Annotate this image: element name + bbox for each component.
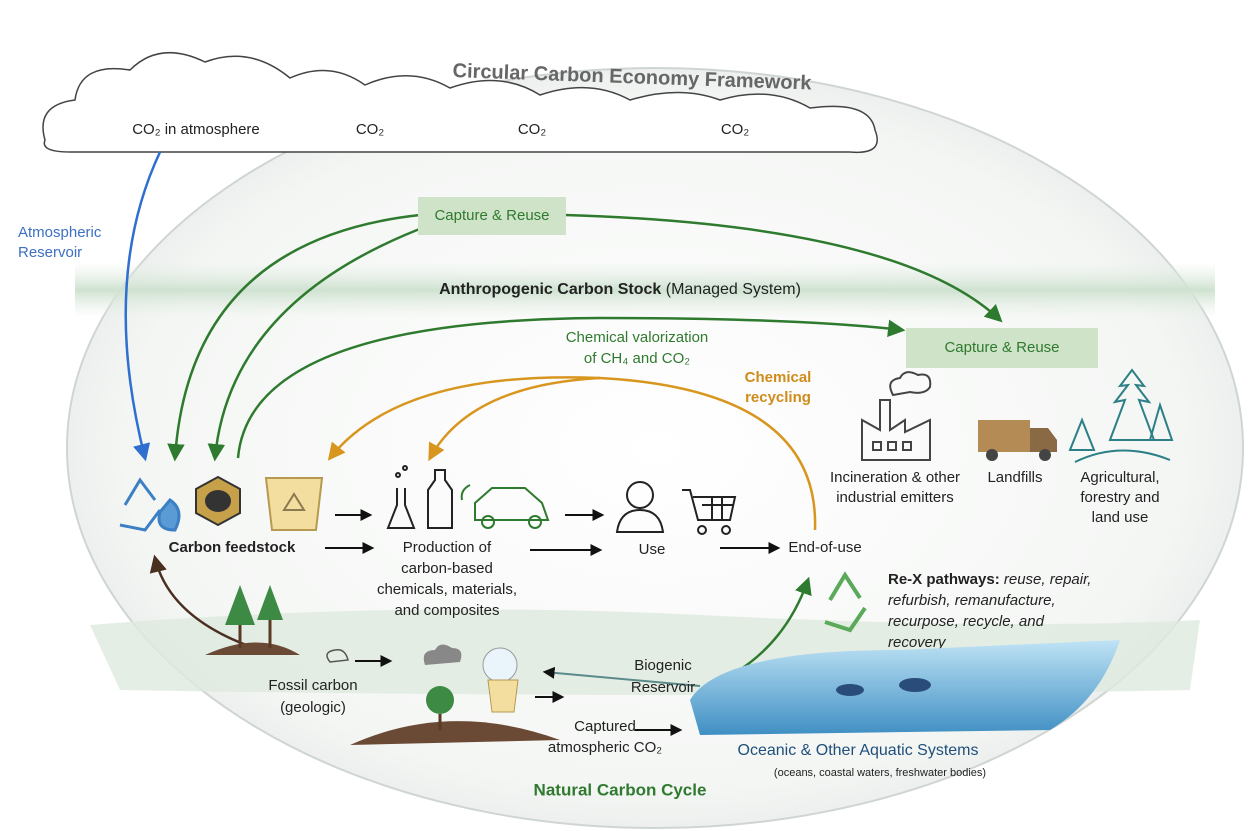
recycling-label: recycling [745, 389, 811, 406]
captured-label: Captured [574, 718, 636, 735]
soil-trees-part [483, 648, 517, 682]
emitter-label: forestry and [1080, 489, 1159, 506]
coal-lump [205, 490, 231, 512]
oceanic-subtitle: (oceans, coastal waters, freshwater bodi… [774, 767, 986, 779]
fish [836, 684, 864, 696]
production-label: carbon-based [401, 560, 493, 577]
rex-label: Re-X pathways: reuse, repair, [888, 571, 1091, 588]
production-label: chemicals, materials, [377, 581, 517, 598]
rex-line: reuse, repair, [1004, 571, 1092, 588]
emitter-label: Landfills [987, 469, 1042, 486]
fossil-label: (geologic) [280, 699, 346, 716]
end-of-use-label: End-of-use [788, 539, 861, 556]
emitter-label: land use [1092, 509, 1149, 526]
bin-icon [266, 478, 322, 530]
valorization-label: Chemical valorization [566, 329, 709, 346]
natural-label: Natural Carbon Cycle [534, 780, 707, 799]
capture-label: Capture & Reuse [434, 207, 549, 224]
cloud-label: CO₂ [721, 121, 750, 138]
capture-label: Capture & Reuse [944, 339, 1059, 356]
reservoir-label: Reservoir [18, 244, 82, 261]
anthropogenic-name: Anthropogenic Carbon Stock [439, 281, 661, 298]
valorization-label: of CH₄ and CO₂ [584, 350, 690, 367]
emitter-label: Agricultural, [1080, 469, 1159, 486]
rex-line: recurpose, recycle, and [888, 613, 1045, 630]
emitter-label: industrial emitters [836, 489, 954, 506]
soil-trees-part [488, 680, 518, 712]
truck-icon-part [986, 449, 998, 461]
rex-title: Re-X pathways: [888, 571, 1000, 588]
captured-label: atmospheric CO₂ [548, 739, 662, 756]
fossil-label: Fossil carbon [268, 677, 357, 694]
soil-trees-part [426, 686, 454, 714]
anthropogenic-note: (Managed System) [666, 281, 801, 298]
diagram: Circular Carbon Economy Framework CO₂ in… [0, 0, 1252, 831]
biogenic-label: Biogenic [634, 657, 692, 674]
recycling-label: Chemical [745, 369, 812, 386]
oceanic-title: Oceanic & Other Aquatic Systems [738, 742, 979, 759]
use-label: Use [639, 541, 666, 558]
cloud-label: CO₂ [356, 121, 385, 138]
truck-icon-part [1039, 449, 1051, 461]
cloud-label: CO₂ in atmosphere [132, 121, 260, 138]
fish [899, 678, 931, 692]
emitter-label: Incineration & other [830, 469, 960, 486]
rex-line: refurbish, remanufacture, [888, 592, 1056, 609]
truck-icon-part [978, 420, 1030, 452]
production-label: and composites [394, 602, 499, 619]
reservoir-label: Atmospheric [18, 224, 102, 241]
feedstock-label: Carbon feedstock [169, 539, 296, 556]
anthropogenic-label: Anthropogenic Carbon Stock (Managed Syst… [439, 281, 801, 298]
biogenic-label: Reservoir [631, 679, 695, 696]
production-label: Production of [403, 539, 492, 556]
page: Circular Carbon Economy Framework CO₂ in… [0, 0, 1252, 831]
cloud-label: CO₂ [518, 121, 547, 138]
